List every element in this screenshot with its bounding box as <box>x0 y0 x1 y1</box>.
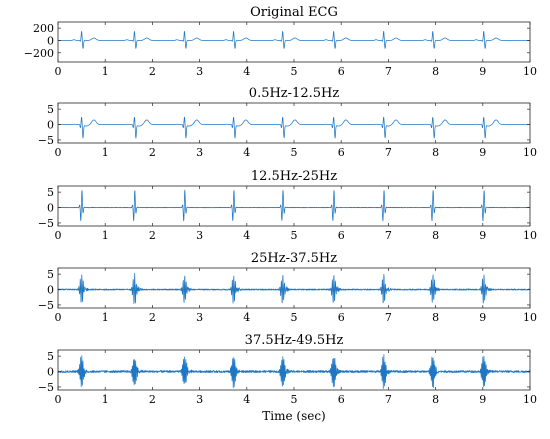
x-tick-label: 5 <box>291 229 298 242</box>
subplot-title: 25Hz-37.5Hz <box>251 251 337 266</box>
x-tick-label: 3 <box>196 146 203 159</box>
subplot-title: 37.5Hz-49.5Hz <box>245 333 344 348</box>
x-tick-label: 8 <box>432 65 439 78</box>
x-tick-label: 7 <box>385 311 392 324</box>
x-tick-label: 9 <box>479 65 486 78</box>
y-tick-label: 5 <box>47 268 54 281</box>
x-tick-label: 0 <box>55 65 62 78</box>
subplot-title: Original ECG <box>250 5 338 20</box>
signal-line <box>57 30 531 49</box>
x-tick-label: 5 <box>291 311 298 324</box>
x-tick-label: 0 <box>55 393 62 406</box>
signal-line <box>57 116 531 139</box>
y-tick-label: −5 <box>38 381 54 394</box>
x-tick-label: 10 <box>523 229 537 242</box>
y-tick-label: 5 <box>47 186 54 199</box>
x-tick-label: 6 <box>338 311 345 324</box>
signal-line <box>57 354 531 389</box>
x-tick-label: 9 <box>479 393 486 406</box>
x-tick-label: 6 <box>338 393 345 406</box>
x-tick-label: 4 <box>243 65 250 78</box>
x-tick-label: 6 <box>338 65 345 78</box>
x-tick-label: 8 <box>432 146 439 159</box>
x-tick-label: 4 <box>243 393 250 406</box>
y-tick-label: 0 <box>47 284 54 297</box>
x-tick-label: 7 <box>385 146 392 159</box>
y-tick-label: −200 <box>24 47 54 60</box>
x-tick-label: 8 <box>432 229 439 242</box>
x-tick-label: 6 <box>338 229 345 242</box>
x-tick-label: 5 <box>291 393 298 406</box>
x-tick-label: 2 <box>149 311 156 324</box>
x-tick-label: 1 <box>102 146 109 159</box>
y-tick-label: 200 <box>33 22 54 35</box>
x-tick-label: 10 <box>523 393 537 406</box>
x-tick-label: 8 <box>432 311 439 324</box>
x-tick-label: 4 <box>243 229 250 242</box>
axes-frame <box>57 349 531 391</box>
axes-frame <box>57 267 531 309</box>
x-tick-label: 3 <box>196 229 203 242</box>
x-tick-label: 1 <box>102 65 109 78</box>
x-tick-label: 0 <box>55 311 62 324</box>
x-tick-label: 4 <box>243 311 250 324</box>
x-tick-label: 6 <box>338 146 345 159</box>
x-tick-label: 2 <box>149 65 156 78</box>
x-tick-label: 2 <box>149 229 156 242</box>
x-tick-label: 4 <box>243 146 250 159</box>
signal-line <box>57 272 531 304</box>
x-tick-label: 1 <box>102 229 109 242</box>
y-tick-label: −5 <box>38 217 54 230</box>
x-tick-label: 0 <box>55 229 62 242</box>
x-tick-label: 10 <box>523 146 537 159</box>
x-axis-label: Time (sec) <box>262 409 325 423</box>
x-tick-label: 8 <box>432 393 439 406</box>
x-tick-label: 7 <box>385 229 392 242</box>
y-tick-label: 0 <box>47 119 54 132</box>
x-tick-label: 5 <box>291 146 298 159</box>
x-tick-label: 7 <box>385 65 392 78</box>
x-tick-label: 1 <box>102 393 109 406</box>
x-tick-label: 2 <box>149 146 156 159</box>
subplot-title: 0.5Hz-12.5Hz <box>249 86 340 101</box>
y-tick-label: 0 <box>47 202 54 215</box>
y-tick-label: 5 <box>47 350 54 363</box>
y-tick-label: 0 <box>47 366 54 379</box>
x-tick-label: 1 <box>102 311 109 324</box>
y-tick-label: −5 <box>38 134 54 147</box>
x-tick-label: 2 <box>149 393 156 406</box>
subplot-title: 12.5Hz-25Hz <box>251 169 337 184</box>
x-tick-label: 3 <box>196 65 203 78</box>
x-tick-label: 9 <box>479 229 486 242</box>
x-tick-label: 5 <box>291 65 298 78</box>
x-tick-label: 10 <box>523 65 537 78</box>
x-tick-label: 0 <box>55 146 62 159</box>
axes-frame <box>57 185 531 227</box>
x-tick-label: 3 <box>196 393 203 406</box>
x-tick-label: 7 <box>385 393 392 406</box>
y-tick-label: 5 <box>47 103 54 116</box>
x-tick-label: 10 <box>523 311 537 324</box>
y-tick-label: −5 <box>38 299 54 312</box>
x-tick-label: 3 <box>196 311 203 324</box>
axes-frame <box>57 21 531 63</box>
axes-frame <box>57 102 531 144</box>
x-tick-label: 9 <box>479 146 486 159</box>
x-tick-label: 9 <box>479 311 486 324</box>
signal-line <box>57 189 531 222</box>
y-tick-label: 0 <box>47 34 54 47</box>
